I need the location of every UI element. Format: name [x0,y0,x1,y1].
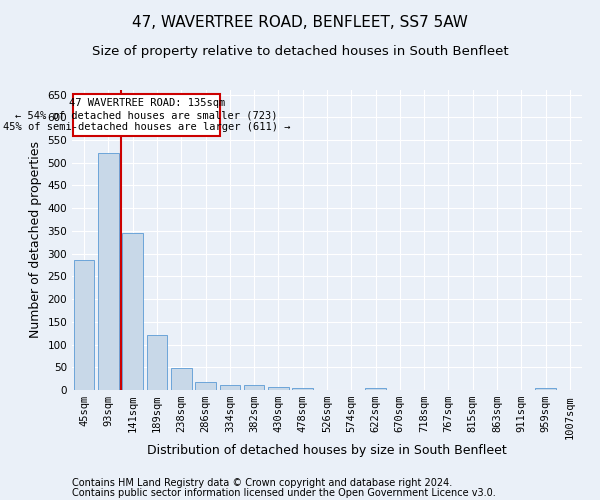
Bar [365,388,386,390]
Bar [73,94,220,136]
Text: 45% of semi-detached houses are larger (611) →: 45% of semi-detached houses are larger (… [3,122,290,132]
Bar [98,152,119,390]
Bar [74,260,94,390]
Text: Contains public sector information licensed under the Open Government Licence v3: Contains public sector information licen… [72,488,496,498]
Text: Contains HM Land Registry data © Crown copyright and database right 2024.: Contains HM Land Registry data © Crown c… [72,478,452,488]
Bar [122,233,143,390]
X-axis label: Distribution of detached houses by size in South Benfleet: Distribution of detached houses by size … [147,444,507,457]
Bar [195,382,216,390]
Text: Size of property relative to detached houses in South Benfleet: Size of property relative to detached ho… [92,45,508,58]
Bar [292,388,313,390]
Bar [244,386,265,390]
Bar [535,388,556,390]
Text: 47, WAVERTREE ROAD, BENFLEET, SS7 5AW: 47, WAVERTREE ROAD, BENFLEET, SS7 5AW [132,15,468,30]
Text: ← 54% of detached houses are smaller (723): ← 54% of detached houses are smaller (72… [16,110,278,120]
Bar [268,388,289,390]
Bar [220,386,240,390]
Y-axis label: Number of detached properties: Number of detached properties [29,142,42,338]
Bar [146,336,167,390]
Text: 47 WAVERTREE ROAD: 135sqm: 47 WAVERTREE ROAD: 135sqm [68,98,225,108]
Bar [171,368,191,390]
